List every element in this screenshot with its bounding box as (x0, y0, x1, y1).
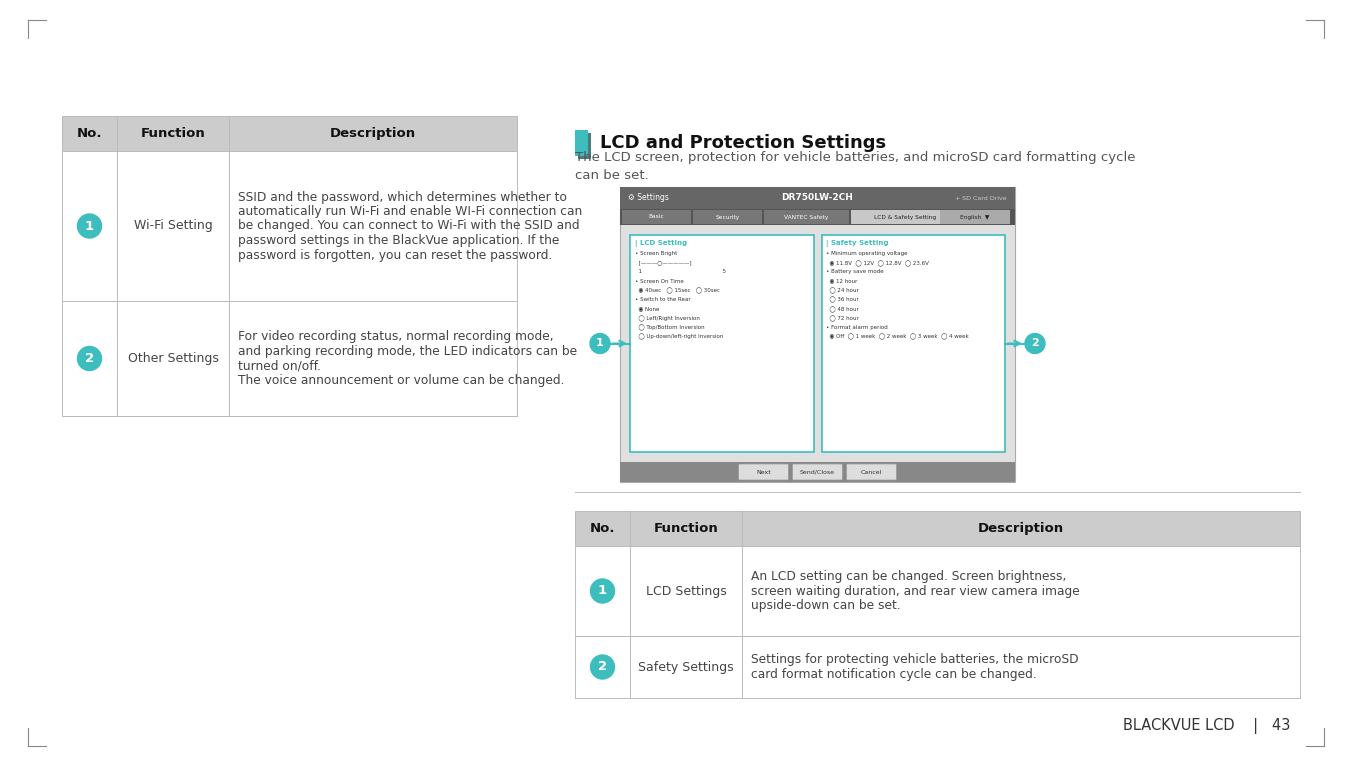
Text: 2: 2 (85, 352, 95, 365)
Text: screen waiting duration, and rear view camera image: screen waiting duration, and rear view c… (750, 584, 1080, 597)
Text: ◯ Up-down/left-right Inversion: ◯ Up-down/left-right Inversion (635, 334, 723, 340)
Text: The voice announcement or volume can be changed.: The voice announcement or volume can be … (238, 374, 565, 387)
Circle shape (1025, 333, 1045, 353)
Text: BLACKVUE LCD    |   43: BLACKVUE LCD | 43 (1122, 718, 1290, 734)
Text: ◯ 24 hour: ◯ 24 hour (826, 288, 860, 294)
Text: 2: 2 (598, 660, 607, 673)
Text: Safety Settings: Safety Settings (638, 660, 734, 673)
FancyBboxPatch shape (738, 464, 788, 480)
Text: Description: Description (977, 522, 1064, 535)
Bar (630, 235, 814, 452)
Text: ◉ 40sec   ◯ 15sec   ◯ 30sec: ◉ 40sec ◯ 15sec ◯ 30sec (635, 288, 721, 294)
Bar (62, 301, 516, 416)
Text: ◯ 36 hour: ◯ 36 hour (826, 297, 860, 303)
Bar (822, 235, 1005, 452)
FancyBboxPatch shape (846, 464, 896, 480)
Text: + SD Card Drive: + SD Card Drive (955, 195, 1007, 201)
Text: password is forgotten, you can reset the password.: password is forgotten, you can reset the… (238, 248, 553, 261)
Text: • Switch to the Rear: • Switch to the Rear (635, 297, 691, 302)
Text: The LCD screen, protection for vehicle batteries, and microSD card formatting cy: The LCD screen, protection for vehicle b… (575, 151, 1136, 164)
Circle shape (591, 579, 615, 603)
Text: Settings for protecting vehicle batteries, the microSD: Settings for protecting vehicle batterie… (750, 653, 1079, 666)
Text: 1: 1 (598, 584, 607, 597)
Text: Security: Security (715, 214, 740, 220)
Text: automatically run Wi-Fi and enable WI-Fi connection can: automatically run Wi-Fi and enable WI-Fi… (238, 205, 583, 218)
Bar (622, 210, 691, 224)
Text: • Minimum operating voltage: • Minimum operating voltage (826, 251, 909, 256)
Text: | LCD Setting: | LCD Setting (635, 240, 687, 247)
Bar (62, 151, 516, 301)
Text: [———○—————]: [———○—————] (635, 260, 692, 265)
Text: VANTEC Safety: VANTEC Safety (784, 214, 829, 220)
Text: Function: Function (141, 127, 206, 140)
Text: ◯ Left/Right Inversion: ◯ Left/Right Inversion (635, 316, 700, 322)
Bar (621, 187, 1015, 482)
Text: ◯ Top/Bottom Inversion: ◯ Top/Bottom Inversion (635, 325, 704, 331)
Text: SSID and the password, which determines whether to: SSID and the password, which determines … (238, 191, 566, 204)
Text: No.: No. (589, 522, 615, 535)
Circle shape (591, 655, 615, 679)
Bar (575, 130, 588, 156)
Text: ◉ 12 hour: ◉ 12 hour (826, 279, 859, 283)
Text: An LCD setting can be changed. Screen brightness,: An LCD setting can be changed. Screen br… (750, 570, 1067, 583)
Text: No.: No. (77, 127, 103, 140)
Text: Description: Description (330, 127, 416, 140)
Bar (579, 133, 591, 159)
Text: ◉ None: ◉ None (635, 306, 660, 311)
Text: upside-down can be set.: upside-down can be set. (750, 599, 900, 612)
Text: | Safety Setting: | Safety Setting (826, 240, 890, 247)
Bar (852, 210, 960, 224)
Text: • Screen On Time: • Screen On Time (635, 279, 684, 283)
Circle shape (77, 214, 101, 238)
Text: LCD Settings: LCD Settings (646, 584, 726, 597)
Text: Basic: Basic (649, 214, 664, 220)
Text: Function: Function (653, 522, 718, 535)
Text: Cancel: Cancel (861, 470, 883, 474)
Text: LCD and Protection Settings: LCD and Protection Settings (600, 134, 886, 152)
Text: ◯ 72 hour: ◯ 72 hour (826, 316, 860, 322)
Text: and parking recording mode, the LED indicators can be: and parking recording mode, the LED indi… (238, 345, 577, 358)
Text: DR750LW-2CH: DR750LW-2CH (781, 194, 853, 202)
Text: card format notification cycle can be changed.: card format notification cycle can be ch… (750, 668, 1037, 681)
Text: can be set.: can be set. (575, 169, 649, 182)
Text: For video recording status, normal recording mode,: For video recording status, normal recor… (238, 330, 553, 343)
Text: • Screen Bright: • Screen Bright (635, 251, 677, 256)
Text: turned on/off.: turned on/off. (238, 359, 320, 372)
Text: password settings in the BlackVue application. If the: password settings in the BlackVue applic… (238, 234, 560, 247)
Text: ◉ 11.8V  ◯ 12V  ◯ 12.8V  ◯ 23.6V: ◉ 11.8V ◯ 12V ◯ 12.8V ◯ 23.6V (826, 260, 929, 267)
Text: Other Settings: Other Settings (127, 352, 219, 365)
Text: 1: 1 (85, 220, 95, 233)
Bar (575, 511, 1301, 546)
Text: 2: 2 (1032, 339, 1038, 349)
Bar (940, 210, 1010, 224)
Text: ⚙ Settings: ⚙ Settings (627, 194, 669, 202)
Bar (621, 209, 1015, 225)
Bar (62, 116, 516, 151)
Text: • Format alarm period: • Format alarm period (826, 325, 888, 329)
Bar (575, 546, 1301, 636)
Text: Send/Close: Send/Close (800, 470, 836, 474)
Bar (764, 210, 849, 224)
Bar (694, 210, 763, 224)
Text: Wi-Fi Setting: Wi-Fi Setting (134, 220, 212, 233)
Text: English  ▼: English ▼ (960, 214, 990, 220)
Text: be changed. You can connect to Wi-Fi with the SSID and: be changed. You can connect to Wi-Fi wit… (238, 220, 580, 233)
Text: Next: Next (756, 470, 771, 474)
Text: 1                                              5: 1 5 (635, 270, 726, 274)
Bar (575, 636, 1301, 698)
Bar (621, 462, 1015, 482)
Text: LCD & Safety Setting: LCD & Safety Setting (875, 214, 937, 220)
FancyBboxPatch shape (792, 464, 842, 480)
Text: 1: 1 (596, 339, 604, 349)
Circle shape (589, 333, 610, 353)
Text: ◉ Off  ◯ 1 week  ◯ 2 week  ◯ 3 week  ◯ 4 week: ◉ Off ◯ 1 week ◯ 2 week ◯ 3 week ◯ 4 wee… (826, 334, 969, 340)
Bar (621, 187, 1015, 209)
Text: ◯ 48 hour: ◯ 48 hour (826, 306, 860, 313)
Circle shape (77, 346, 101, 371)
Text: • Battery save mode: • Battery save mode (826, 270, 884, 274)
